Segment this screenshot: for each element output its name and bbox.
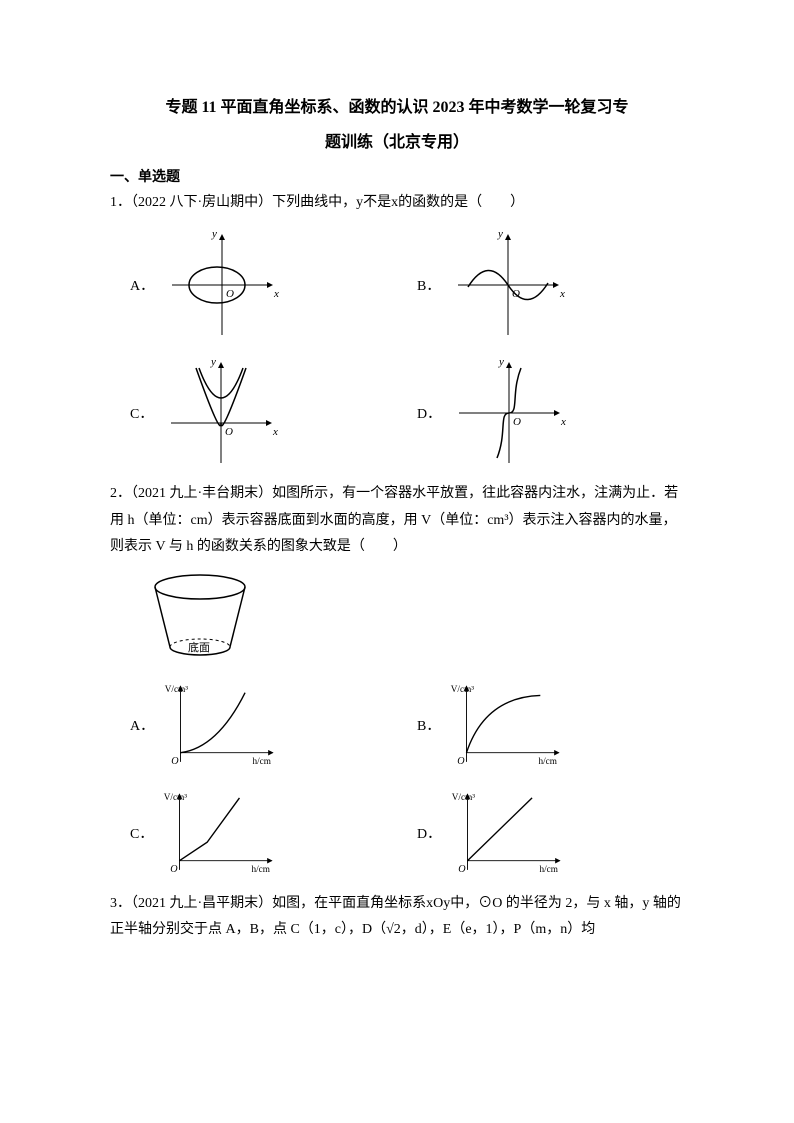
q1-option-d: D． x y O (397, 353, 684, 473)
q2-graph-c: V/cm³ h/cm O (161, 783, 281, 883)
question-1-text: 1．（2022 八下·房山期中）下列曲线中，y不是x的函数的是（ ） (110, 190, 684, 217)
q2-graph-a: V/cm³ h/cm O (162, 675, 282, 775)
y-label: y (498, 356, 504, 368)
o-label: O (171, 864, 179, 875)
option-label-a: A． (130, 275, 154, 295)
v-label: V/cm³ (452, 792, 475, 802)
page-title-1: 专题 11 平面直角坐标系、函数的认识 2023 年中考数学一轮复习专 (110, 90, 684, 125)
question-3-text: 3．（2021 九上·昌平期末）如图，在平面直角坐标系xOy中，⊙O 的半径为 … (110, 891, 684, 944)
page-title-2: 题训练（北京专用） (110, 125, 684, 160)
q1-graph-b: x y O (448, 225, 568, 345)
exam-page: 专题 11 平面直角坐标系、函数的认识 2023 年中考数学一轮复习专 题训练（… (0, 0, 794, 984)
option-label-c2: C． (130, 823, 153, 843)
option-label-a2: A． (130, 715, 154, 735)
q2-row-2: C． V/cm³ h/cm O D． V/cm³ h/cm O (110, 783, 684, 883)
q1-row-2: C． x y O D． x y O (110, 353, 684, 473)
q2-container-figure: 底面 (140, 567, 684, 667)
option-label-b2: B． (417, 715, 440, 735)
option-label-b: B． (417, 275, 440, 295)
q2-option-a: A． V/cm³ h/cm O (110, 675, 397, 775)
x-label: x (560, 416, 566, 428)
q1-graph-c: x y O (161, 353, 281, 473)
q2-graph-b: V/cm³ h/cm O (448, 675, 568, 775)
o-label: O (225, 426, 233, 438)
y-label: y (211, 228, 217, 240)
h-label: h/cm (252, 864, 271, 874)
option-label-c: C． (130, 403, 153, 423)
q1-graph-a: x y O (162, 225, 282, 345)
q1-option-a: A． x y O (110, 225, 397, 345)
v-label: V/cm³ (165, 684, 188, 694)
o-label: O (458, 756, 466, 767)
v-label: V/cm³ (451, 684, 474, 694)
x-label: x (272, 426, 278, 438)
q1-option-b: B． x y O (397, 225, 684, 345)
q1-option-c: C． x y O (110, 353, 397, 473)
question-2-text: 2．（2021 九上·丰台期末）如图所示，有一个容器水平放置，往此容器内注水，注… (110, 481, 684, 561)
o-label: O (226, 288, 234, 300)
o-label: O (171, 756, 179, 767)
o-label: O (512, 288, 520, 300)
h-label: h/cm (539, 756, 558, 766)
q2-graph-d: V/cm³ h/cm O (449, 783, 569, 883)
option-label-d: D． (417, 403, 441, 423)
container-bottom-label: 底面 (188, 640, 210, 654)
q2-option-b: B． V/cm³ h/cm O (397, 675, 684, 775)
y-label: y (497, 228, 503, 240)
q2-row-1: A． V/cm³ h/cm O B． V/cm³ h/cm O (110, 675, 684, 775)
h-label: h/cm (540, 864, 559, 874)
v-label: V/cm³ (164, 792, 187, 802)
h-label: h/cm (253, 756, 272, 766)
option-label-d2: D． (417, 823, 441, 843)
o-label: O (458, 864, 466, 875)
o-label: O (513, 416, 521, 428)
x-label: x (559, 288, 565, 300)
q2-option-d: D． V/cm³ h/cm O (397, 783, 684, 883)
section-header-1: 一、单选题 (110, 166, 684, 186)
q1-row-1: A． x y O B． x y O (110, 225, 684, 345)
q2-option-c: C． V/cm³ h/cm O (110, 783, 397, 883)
x-label: x (273, 288, 279, 300)
q1-graph-d: x y O (449, 353, 569, 473)
y-label: y (210, 356, 216, 368)
